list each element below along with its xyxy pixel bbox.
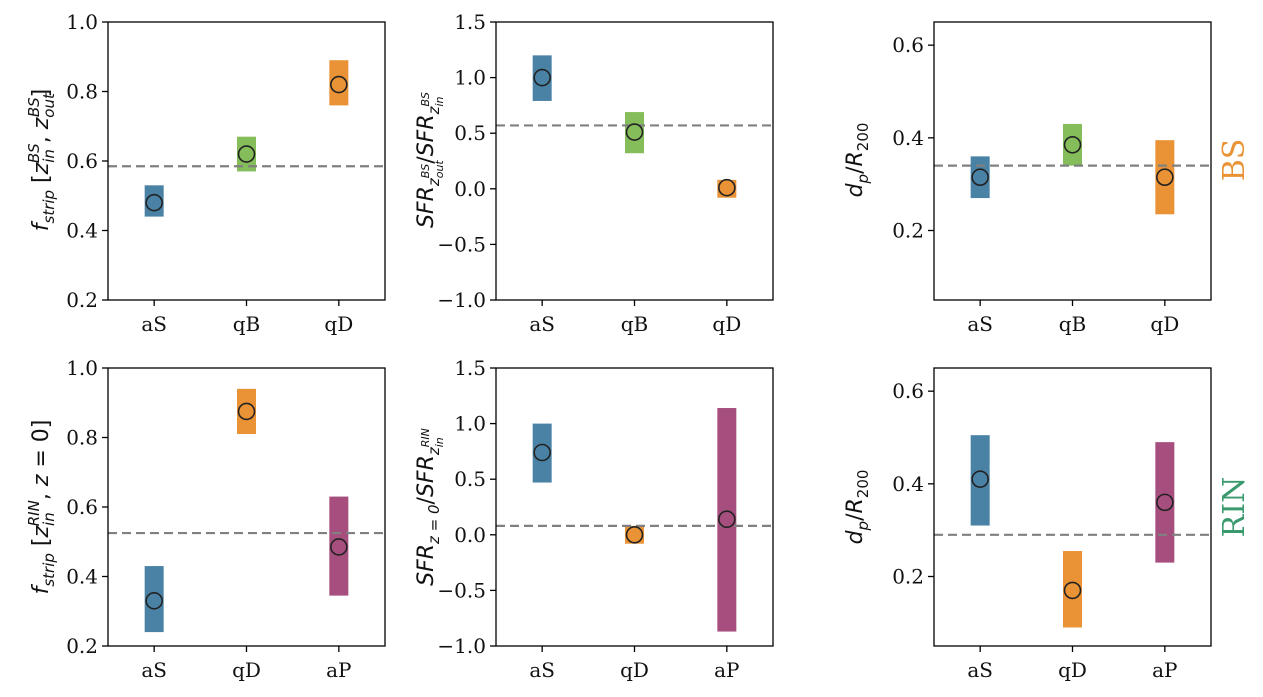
ytick-label: −0.5 bbox=[437, 232, 486, 256]
point-qB bbox=[625, 123, 644, 141]
xtick-label-aS: aS bbox=[141, 658, 167, 682]
point-aP bbox=[1156, 493, 1174, 512]
ytick-label: 1.5 bbox=[454, 356, 486, 380]
panel-4: 0.2 0.4 0.6 0.8 1.0 aS qD aP bbox=[66, 356, 386, 682]
panels: 0.2 0.4 0.6 0.8 1.0 aS qB qD −1.0 −0.5 0.0 0.5 1.0 1.… bbox=[66, 10, 1212, 682]
panel-2: −1.0 −0.5 0.0 0.5 1.0 1.5 aS qB qD bbox=[437, 10, 774, 336]
ytick-label: 1.5 bbox=[454, 10, 486, 34]
xtick-label-qB: qB bbox=[233, 312, 261, 336]
panel-5: −1.0 −0.5 0.0 0.5 1.0 1.5 aS qD aP bbox=[437, 356, 774, 682]
svg-text:fstrip [zinRIN, z = 0]: fstrip [zinRIN, z = 0] bbox=[25, 420, 58, 595]
ylabel-panel-2: SFRzoutBS/SFRzinBS bbox=[414, 92, 446, 228]
panel-1: 0.2 0.4 0.6 0.8 1.0 aS qB qD bbox=[66, 10, 386, 336]
xtick-label-qD: qD bbox=[1058, 658, 1087, 682]
xtick-label-aS: aS bbox=[529, 312, 555, 336]
ytick-label: 0.8 bbox=[66, 80, 98, 104]
point-aP bbox=[330, 538, 348, 556]
point-qB bbox=[1063, 135, 1082, 154]
point-aS bbox=[145, 592, 163, 610]
point-qD bbox=[1156, 168, 1174, 187]
panel-6: 0.2 0.4 0.6 aS qD aP bbox=[892, 367, 1212, 682]
point-qD bbox=[237, 402, 256, 421]
ylabel-panel-6: dp/R200 bbox=[843, 470, 872, 545]
svg-text:dp/R200: dp/R200 bbox=[843, 470, 872, 545]
ylabel-panel-4: fstrip [zinRIN, z = 0] bbox=[25, 420, 58, 595]
point-aS bbox=[533, 68, 551, 87]
svg-text:SFRzoutBS/SFRzinBS: SFRzoutBS/SFRzinBS bbox=[414, 92, 446, 228]
point-aS bbox=[971, 168, 989, 187]
ytick-label: 0.4 bbox=[892, 126, 924, 150]
xtick-label-aP: aP bbox=[714, 658, 739, 682]
point-aS bbox=[533, 443, 551, 462]
ytick-label: 0.6 bbox=[66, 495, 98, 519]
ytick-label: 0.5 bbox=[454, 467, 486, 491]
svg-text:fstrip [zinBS, zoutBS]: fstrip [zinBS, zoutBS] bbox=[25, 89, 58, 232]
ytick-label: 0.2 bbox=[66, 288, 98, 312]
xtick-label-qB: qB bbox=[1059, 312, 1087, 336]
xtick-label-qD: qD bbox=[1150, 312, 1179, 336]
svg-text:SFRz = 0/SFRzinRIN: SFRz = 0/SFRzinRIN bbox=[414, 428, 446, 586]
point-qB bbox=[237, 145, 256, 163]
row-label-bs: BS bbox=[1217, 139, 1252, 182]
ytick-label: 0.0 bbox=[454, 523, 486, 547]
ytick-label: 0.2 bbox=[66, 634, 98, 658]
row-label-rin: RIN bbox=[1217, 477, 1252, 538]
point-qD bbox=[718, 178, 736, 197]
xtick-label-aP: aP bbox=[326, 658, 351, 682]
ytick-label: −0.5 bbox=[437, 578, 486, 602]
ytick-label: 0.6 bbox=[892, 33, 924, 57]
ytick-label: 1.0 bbox=[66, 10, 98, 34]
ytick-label: 0.2 bbox=[892, 565, 924, 589]
point-qD bbox=[1063, 581, 1082, 600]
ytick-label: −1.0 bbox=[437, 288, 486, 312]
xtick-label-aS: aS bbox=[967, 312, 993, 336]
ytick-label: 0.4 bbox=[66, 219, 98, 243]
ytick-label: 0.4 bbox=[892, 472, 924, 496]
ylabel-panel-3: dp/R200 bbox=[843, 123, 872, 198]
xtick-label-aS: aS bbox=[141, 312, 167, 336]
xtick-label-qD: qD bbox=[620, 658, 649, 682]
ytick-label: 0.0 bbox=[454, 177, 486, 201]
xtick-label-aS: aS bbox=[967, 658, 993, 682]
point-aS bbox=[971, 470, 989, 489]
point-qD bbox=[330, 75, 348, 94]
svg-text:dp/R200: dp/R200 bbox=[843, 123, 872, 198]
ylabel-panel-5: SFRz = 0/SFRzinRIN bbox=[414, 428, 446, 586]
ytick-label: 0.2 bbox=[892, 219, 924, 243]
xtick-label-aP: aP bbox=[1152, 658, 1177, 682]
ytick-label: 0.6 bbox=[66, 149, 98, 173]
ytick-label: 1.0 bbox=[454, 66, 486, 90]
point-aS bbox=[145, 193, 163, 212]
ytick-label: −1.0 bbox=[437, 634, 486, 658]
ytick-label: 1.0 bbox=[454, 412, 486, 436]
ytick-label: 0.6 bbox=[892, 379, 924, 403]
point-qD bbox=[625, 525, 644, 544]
ytick-label: 1.0 bbox=[66, 356, 98, 380]
xtick-label-qD: qD bbox=[712, 312, 741, 336]
ytick-label: 0.4 bbox=[66, 565, 98, 589]
xtick-label-qD: qD bbox=[232, 658, 261, 682]
ylabel-panel-1: fstrip [zinBS, zoutBS] bbox=[25, 89, 58, 232]
point-aP bbox=[718, 510, 736, 529]
xtick-label-qD: qD bbox=[324, 312, 353, 336]
ytick-label: 0.8 bbox=[66, 426, 98, 450]
xtick-label-aS: aS bbox=[529, 658, 555, 682]
xtick-label-qB: qB bbox=[621, 312, 649, 336]
panel-3: 0.2 0.4 0.6 aS qB qD bbox=[892, 21, 1212, 336]
ytick-label: 0.5 bbox=[454, 121, 486, 145]
